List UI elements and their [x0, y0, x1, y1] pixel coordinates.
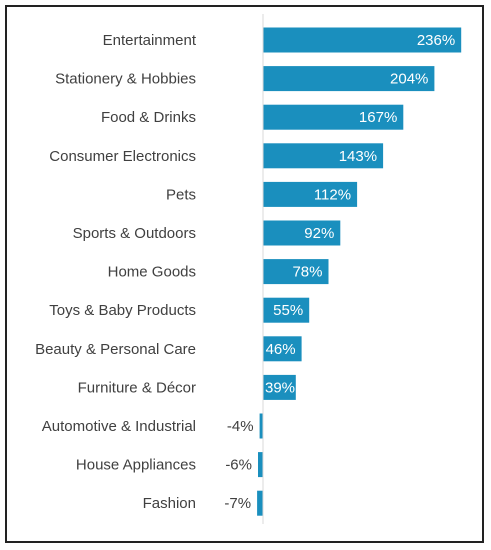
category-label-consumer-electronics: Consumer Electronics: [49, 148, 196, 165]
category-label-beauty-and-personal-care: Beauty & Personal Care: [35, 341, 196, 358]
category-label-automotive-and-industrial: Automotive & Industrial: [42, 418, 196, 435]
bar-toys-and-baby-products: [263, 297, 310, 323]
value-label-toys-and-baby-products: 55%: [273, 302, 303, 319]
category-label-home-goods: Home Goods: [108, 264, 196, 281]
bar-fashion: [257, 490, 263, 516]
bar-food-and-drinks: [263, 104, 404, 130]
bar-automotive-and-industrial: [259, 413, 263, 439]
value-label-house-appliances: -6%: [225, 457, 252, 474]
category-label-house-appliances: House Appliances: [76, 457, 196, 474]
category-label-furniture-and-d-cor: Furniture & Décor: [78, 379, 196, 396]
value-label-entertainment: 236%: [417, 32, 455, 49]
bar-sports-and-outdoors: [263, 220, 341, 246]
labels-layer: Entertainment 236% Stationery & Hobbies 204…: [35, 32, 455, 512]
bar-home-goods: [263, 259, 329, 285]
bar-beauty-and-personal-care: [263, 336, 302, 362]
value-label-furniture-and-d-cor: 39%: [265, 379, 295, 396]
category-label-sports-and-outdoors: Sports & Outdoors: [73, 225, 196, 242]
value-label-consumer-electronics: 143%: [339, 148, 377, 165]
bar-consumer-electronics: [263, 143, 384, 169]
category-label-fashion: Fashion: [143, 495, 196, 512]
value-label-automotive-and-industrial: -4%: [227, 418, 254, 435]
category-label-stationery-and-hobbies: Stationery & Hobbies: [55, 71, 196, 88]
category-label-food-and-drinks: Food & Drinks: [101, 109, 196, 126]
value-label-stationery-and-hobbies: 204%: [390, 71, 428, 88]
category-label-toys-and-baby-products: Toys & Baby Products: [49, 302, 196, 319]
bar-furniture-and-d-cor: [263, 374, 296, 400]
bar-stationery-and-hobbies: [263, 66, 435, 92]
value-label-home-goods: 78%: [292, 264, 322, 281]
chart-frame: [5, 5, 484, 543]
value-label-beauty-and-personal-care: 46%: [266, 341, 296, 358]
bar-entertainment: [263, 27, 462, 53]
value-label-sports-and-outdoors: 92%: [304, 225, 334, 242]
category-label-entertainment: Entertainment: [103, 32, 197, 49]
category-label-pets: Pets: [166, 186, 196, 203]
value-label-food-and-drinks: 167%: [359, 109, 397, 126]
bar-house-appliances: [258, 452, 263, 478]
value-label-fashion: -7%: [224, 495, 251, 512]
value-label-pets: 112%: [314, 186, 351, 203]
bars-layer: [257, 27, 462, 516]
bar-pets: [263, 181, 358, 207]
